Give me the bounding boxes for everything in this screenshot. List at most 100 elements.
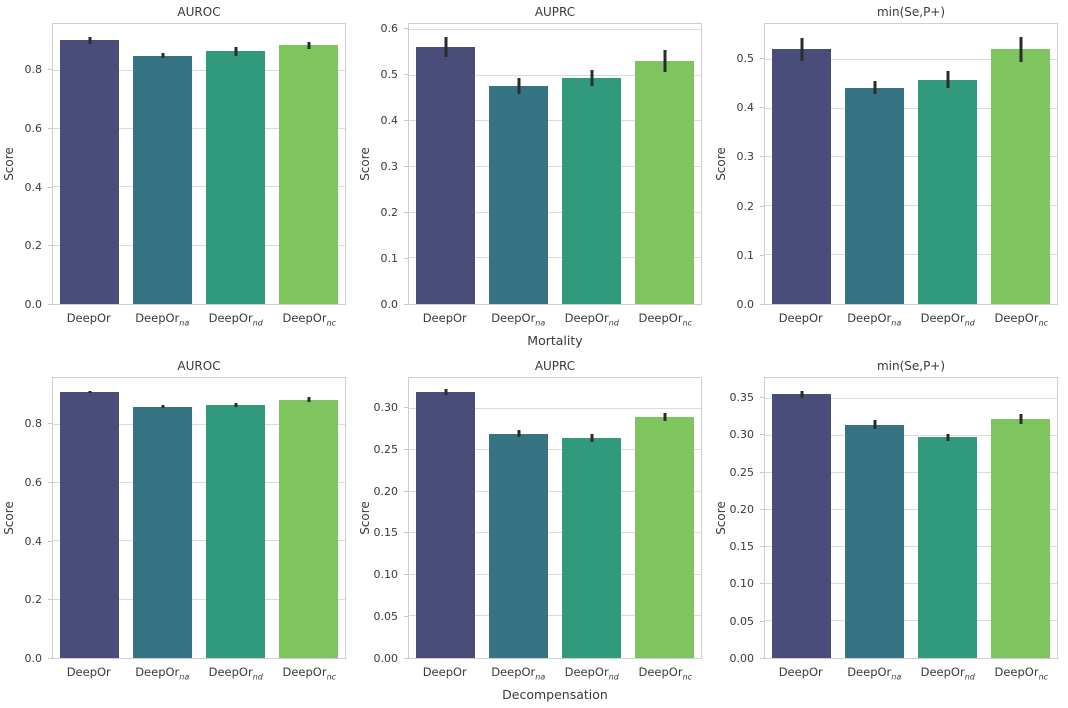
x-tick-label: DeepOrnd: [920, 311, 975, 328]
x-axis-label: Mortality: [527, 333, 583, 348]
gridline: [765, 471, 1057, 473]
y-tick-label: 0.4: [380, 114, 399, 127]
subplot-min-se-p-mortality: min(Se,P+) Score 0.0 0.1 0.2 0.3 0.4 0.5 DeepOr D…: [712, 0, 1068, 354]
x-tick-label: DeepOr: [778, 311, 823, 325]
error-bar: [88, 36, 91, 45]
y-tick-label: 0.1: [380, 252, 399, 265]
bar-deepor: [416, 47, 475, 304]
y-tick-mark: [760, 205, 764, 207]
gridline: [53, 128, 345, 129]
y-tick-mark: [760, 658, 764, 659]
chart-title: AUROC: [177, 5, 221, 19]
y-tick-label: 0.6: [380, 21, 399, 35]
gridline: [765, 156, 1057, 158]
bar-slot: [272, 24, 345, 304]
y-tick-label: 0.10: [373, 568, 399, 582]
bar-slot: [409, 378, 482, 658]
bar-deepor_nd: [918, 79, 977, 304]
bar-slot: [482, 378, 555, 658]
error-bar: [444, 388, 447, 396]
x-axis: DeepOr DeepOrna DeepOrnd DeepOrnc: [764, 659, 1058, 685]
y-tick-mark: [404, 490, 408, 492]
gridline: [409, 407, 701, 409]
y-tick-mark: [404, 658, 408, 659]
chart-title: min(Se,P+): [876, 5, 946, 19]
y-tick-label: 0.2: [380, 206, 399, 219]
y-tick-label: 0.6: [24, 121, 43, 135]
y-tick-mark: [404, 73, 408, 75]
subplot-min-se-p-decompensation: min(Se,P+) Score 0.00 0.05 0.10 0.15 0.20 0.25 0…: [712, 354, 1068, 708]
bar-slot: [272, 378, 345, 658]
bar-slot: [126, 378, 199, 658]
bar-deepor_nd: [206, 51, 265, 304]
y-axis: Score 0.00 0.05 0.10 0.15 0.20 0.25 0.30: [356, 377, 408, 665]
gridline: [765, 205, 1057, 207]
y-tick-mark: [48, 304, 52, 305]
chart-title: AUPRC: [534, 359, 576, 373]
bar-deepor_nd: [206, 404, 265, 658]
x-tick-label: DeepOrnc: [638, 311, 693, 328]
y-tick-mark: [404, 212, 408, 213]
error-bar: [1019, 413, 1022, 424]
error-bar: [234, 403, 237, 407]
y-tick-label: 0.25: [729, 465, 755, 479]
x-tick-label: DeepOrnc: [994, 311, 1049, 328]
gridline: [53, 540, 345, 542]
x-tick-label: DeepOr: [422, 311, 467, 325]
error-bar: [234, 47, 237, 56]
x-tick-label: DeepOrnc: [994, 665, 1049, 682]
gridline: [409, 532, 701, 534]
chart-title: AUPRC: [534, 5, 576, 19]
y-tick-mark: [760, 57, 764, 59]
gridline: [409, 449, 701, 451]
gridline: [53, 186, 345, 188]
bars: [765, 378, 1057, 658]
gridline: [765, 508, 1057, 510]
bar-slot: [628, 378, 701, 658]
bar-deepor_nd: [562, 437, 621, 658]
error-bar: [307, 397, 310, 402]
y-tick-label: 0.1: [736, 248, 755, 262]
y-tick-mark: [48, 540, 52, 542]
gridline: [765, 545, 1057, 547]
bar-slot: [838, 378, 911, 658]
y-tick-label: 0.6: [24, 475, 43, 489]
bars: [53, 378, 345, 658]
x-axis: DeepOr DeepOrna DeepOrnd DeepOrnc: [52, 305, 346, 331]
y-tick-label: 0.3: [736, 150, 755, 164]
y-tick-mark: [404, 166, 408, 167]
error-bar: [161, 53, 164, 59]
x-tick-label: DeepOrnd: [208, 311, 263, 328]
y-tick-mark: [48, 599, 52, 601]
y-tick-mark: [48, 127, 52, 129]
y-tick-label: 0.20: [373, 484, 399, 498]
bar-deepor: [772, 394, 831, 658]
bar-deepor: [772, 49, 831, 304]
y-tick-mark: [404, 532, 408, 534]
y-tick-mark: [760, 107, 764, 109]
y-axis-label: Score: [714, 147, 728, 181]
x-tick-label: DeepOr: [66, 311, 111, 325]
y-tick-mark: [48, 245, 52, 247]
y-tick-mark: [760, 304, 764, 305]
y-tick-label: 0.25: [373, 442, 399, 456]
gridline: [409, 615, 701, 617]
y-tick-label: 0.05: [373, 610, 399, 624]
error-bar: [800, 37, 803, 62]
y-tick-label: 0.20: [729, 502, 755, 516]
gridline: [53, 69, 345, 71]
bar-deepor_na: [845, 87, 904, 304]
x-tick-label: DeepOrnd: [920, 665, 975, 682]
subplot-auroc-mortality: AUROC Score 0.0 0.2 0.4 0.6 0.8 DeepOr DeepOrna D…: [0, 0, 356, 354]
y-tick-label: 0.10: [729, 577, 755, 591]
x-axis: DeepOr DeepOrna DeepOrnd DeepOrnc: [408, 305, 702, 331]
x-axis-label: Decompensation: [502, 687, 608, 702]
x-tick-label: DeepOr: [422, 665, 467, 679]
error-bar: [161, 404, 164, 409]
error-bar: [663, 412, 666, 422]
bar-deepor: [60, 40, 119, 304]
y-tick-mark: [48, 658, 52, 659]
y-axis-label: Score: [358, 501, 372, 535]
bar-deepor_na: [489, 86, 548, 304]
y-tick-mark: [404, 448, 408, 450]
